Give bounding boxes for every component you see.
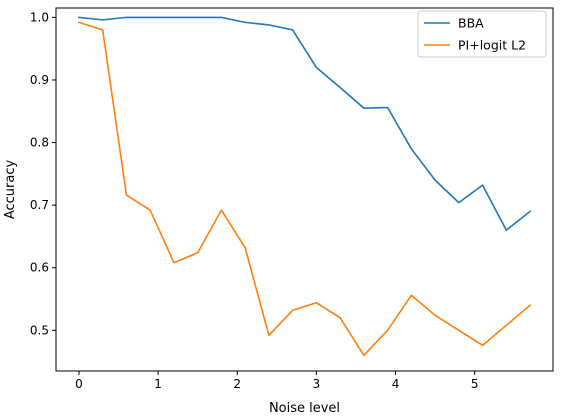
- y-tick-label: 0.6: [30, 261, 49, 275]
- legend-entry-label: BBA: [458, 16, 484, 31]
- y-tick-label: 0.9: [30, 73, 49, 87]
- legend: BBA PI+logit L2: [417, 10, 547, 58]
- series-layer: [77, 16, 532, 357]
- y-tick-label: 0.5: [30, 323, 49, 337]
- y-tick-label: 0.8: [30, 136, 49, 150]
- x-tick-label: 1: [154, 377, 162, 391]
- x-tick-label: 4: [392, 377, 400, 391]
- y-tick-label: 1.0: [30, 10, 49, 24]
- x-axis: 0 1 2 3 4 5: [75, 371, 478, 391]
- x-tick-label: 3: [313, 377, 321, 391]
- x-tick-label: 0: [75, 377, 83, 391]
- series-line-2: [77, 21, 532, 357]
- y-tick-label: 0.7: [30, 198, 49, 212]
- x-axis-label: Noise level: [269, 401, 340, 416]
- y-axis-label: Accuracy: [3, 160, 18, 220]
- y-axis: 0.5 0.6 0.7 0.8 0.9 1.0: [30, 10, 56, 337]
- legend-entry-label: PI+logit L2: [458, 38, 526, 53]
- plot-frame: [55, 7, 554, 372]
- x-tick-label: 2: [233, 377, 241, 391]
- x-tick-label: 5: [471, 377, 479, 391]
- series-line-1: [78, 16, 532, 231]
